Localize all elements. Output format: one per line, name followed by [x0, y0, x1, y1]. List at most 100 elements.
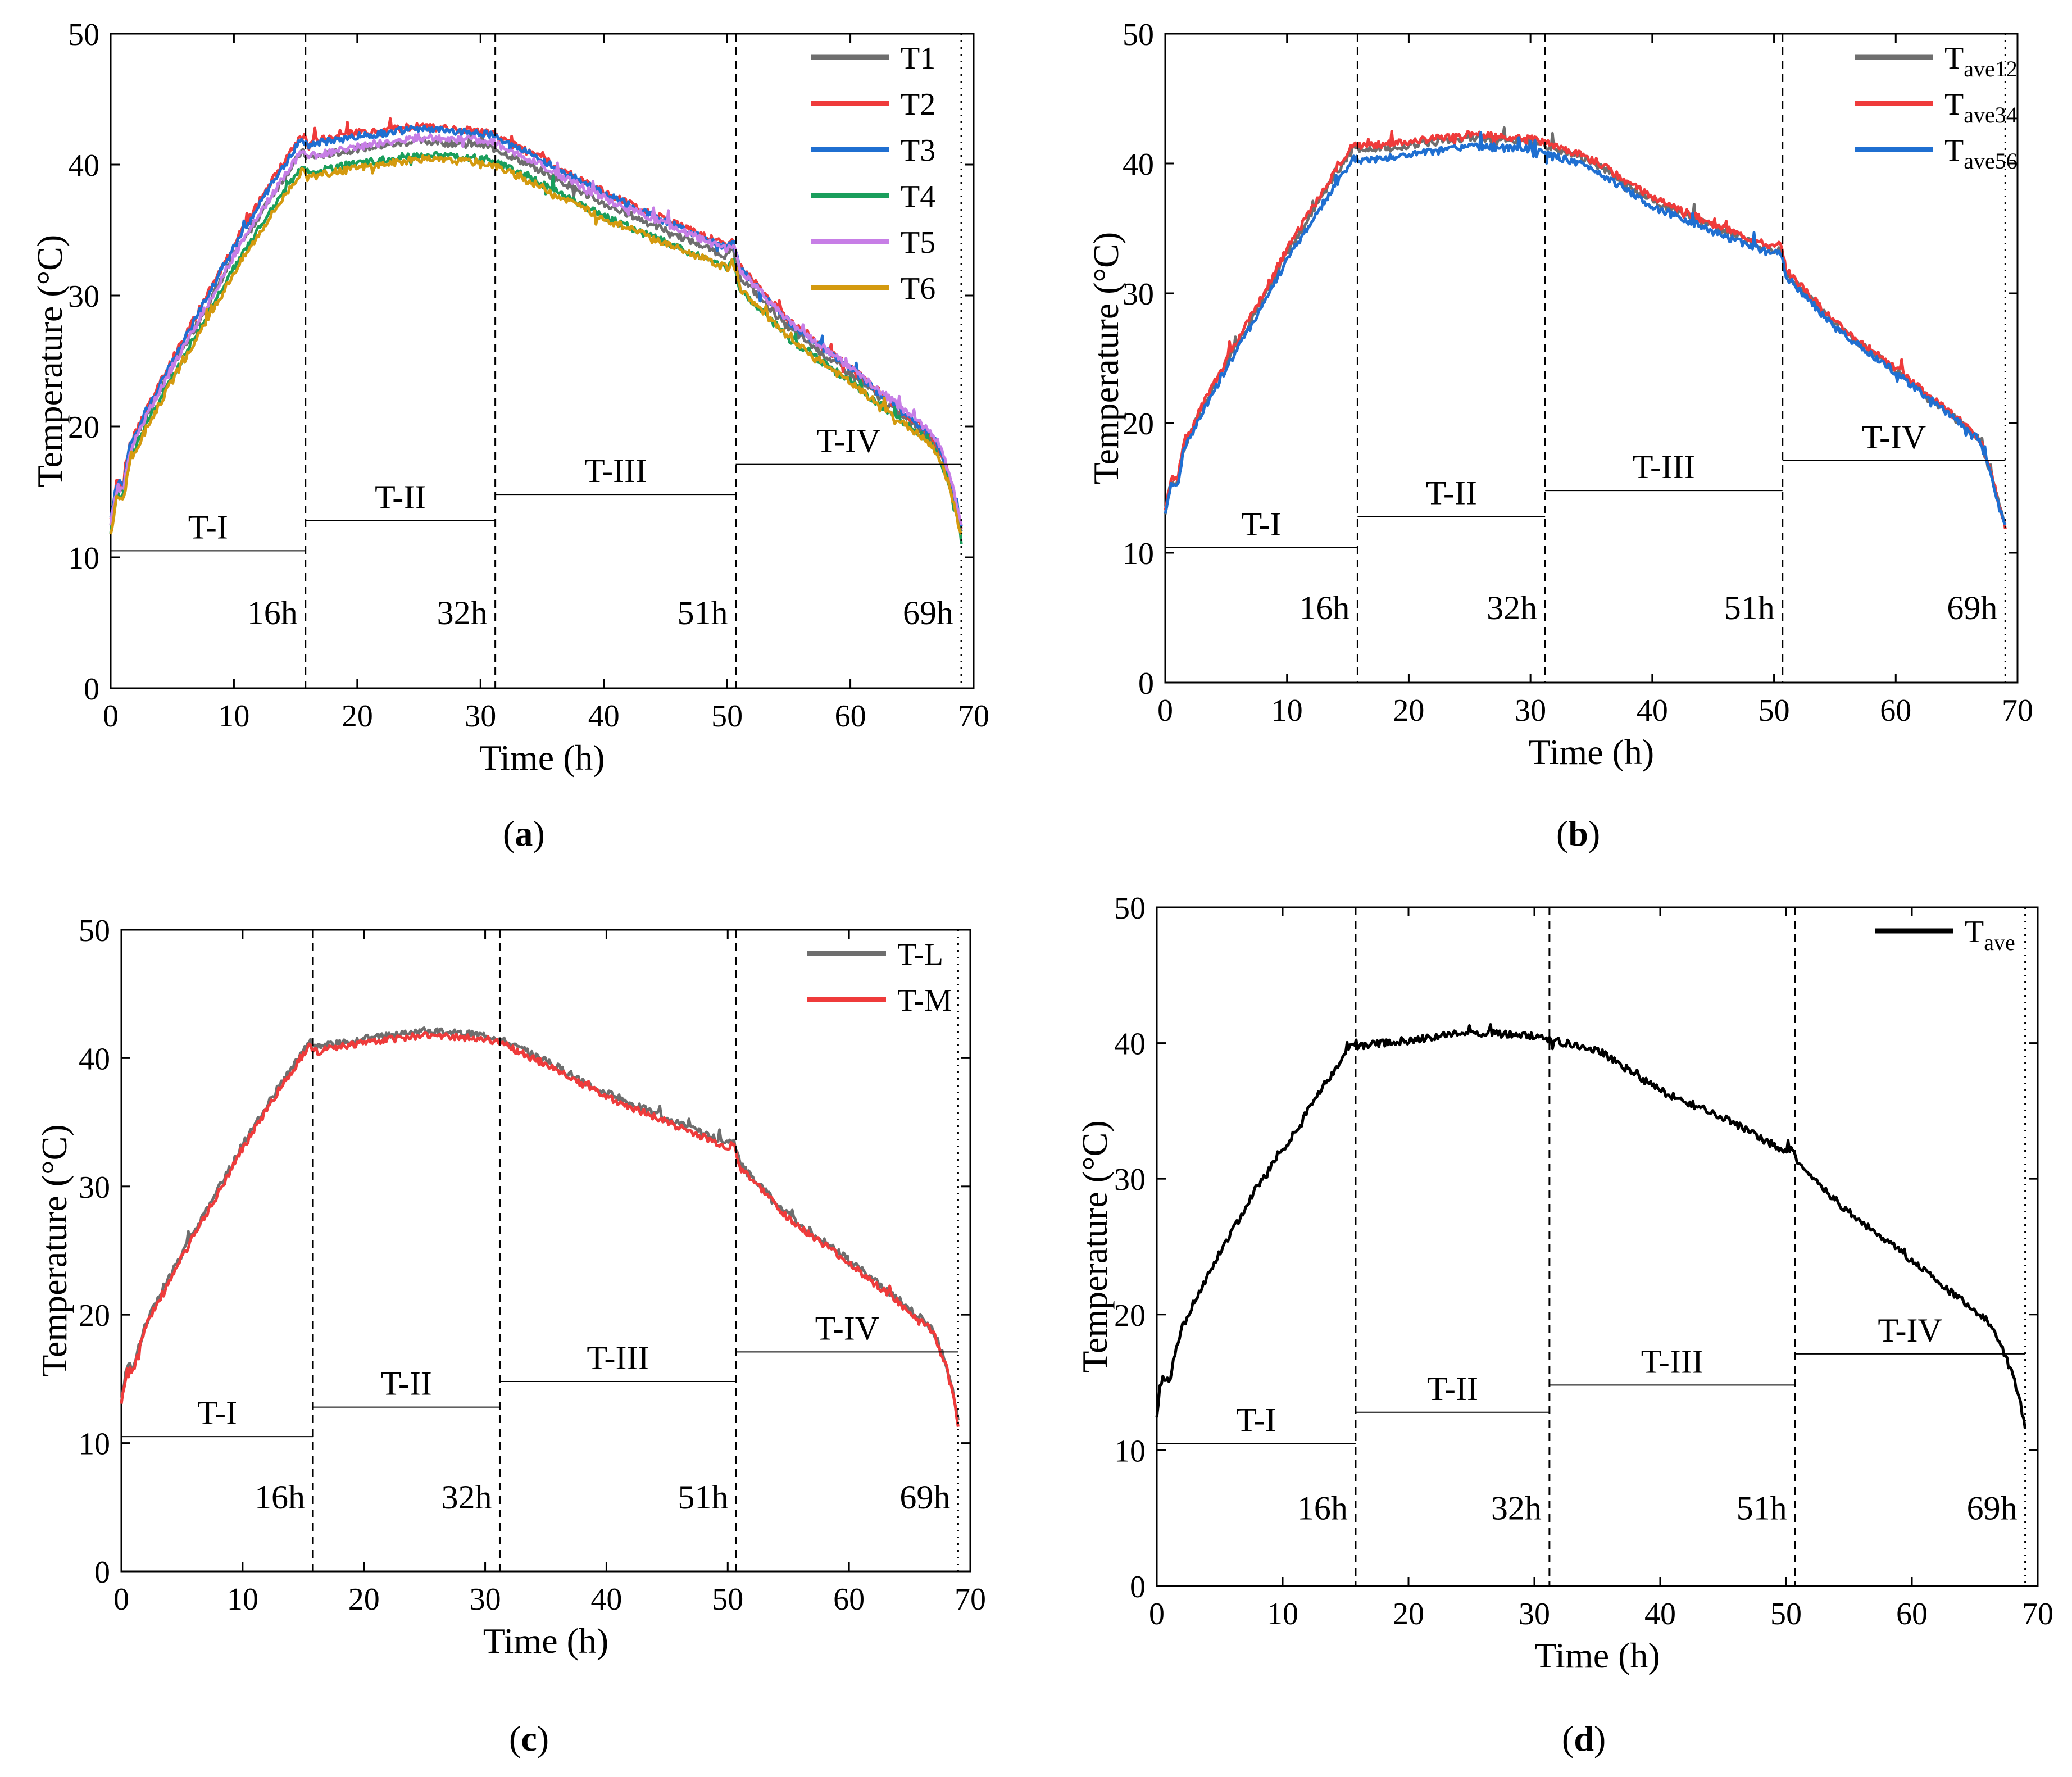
phase-label: T-I: [1236, 1401, 1276, 1438]
phase-label: T-II: [375, 479, 426, 516]
legend-label: T-L: [897, 937, 943, 972]
x-tick-label: 70: [2022, 1597, 2053, 1631]
x-tick-label: 60: [1880, 693, 1911, 728]
y-tick-label: 40: [68, 148, 99, 183]
x-tick-label: 70: [2002, 693, 2033, 728]
series-line-t1: [109, 130, 963, 532]
panel-caption: (b): [1556, 813, 1600, 853]
x-tick-label: 40: [1644, 1597, 1676, 1631]
x-tick-label: 40: [588, 699, 620, 734]
hour-marker-label: 32h: [1491, 1490, 1542, 1527]
series-line-t-l: [120, 1026, 960, 1421]
x-tick-label: 20: [1393, 1597, 1424, 1631]
y-tick-label: 50: [1114, 891, 1146, 926]
phase-label: T-II: [1427, 1370, 1478, 1407]
y-tick-label: 50: [79, 914, 110, 948]
y-tick-label: 40: [79, 1042, 110, 1076]
x-tick-label: 50: [1770, 1597, 1802, 1631]
hour-marker-label: 51h: [1724, 589, 1775, 626]
x-axis-title: Time (h): [1529, 732, 1654, 772]
x-tick-label: 70: [955, 1582, 986, 1617]
hour-marker-label: 51h: [678, 594, 728, 631]
plot-frame: [120, 929, 971, 1573]
hour-marker-label: 32h: [1487, 589, 1537, 626]
panel-caption-letter: d: [1574, 1719, 1594, 1758]
legend-label-subscript: ave56: [1964, 148, 2018, 174]
y-tick-label: 10: [1114, 1434, 1146, 1469]
panel-caption-letter: b: [1568, 813, 1588, 853]
hour-marker-label: 51h: [1737, 1490, 1787, 1527]
y-tick-label: 30: [79, 1170, 110, 1205]
phase-label: T-IV: [816, 422, 880, 460]
legend-label: T4: [901, 179, 935, 214]
series-line-tave56: [1164, 131, 2007, 526]
panel-caption: (d): [1562, 1719, 1606, 1758]
x-axis-title: Time (h): [479, 738, 605, 778]
x-tick-label: 10: [1267, 1597, 1298, 1631]
legend-label: T1: [901, 41, 935, 76]
legend-label-subscript: ave12: [1964, 56, 2018, 81]
phase-label: T-III: [1641, 1343, 1703, 1380]
hour-marker-label: 16h: [1297, 1490, 1348, 1527]
phase-label: T-IV: [1862, 419, 1926, 456]
series-line-tave34: [1164, 130, 2007, 529]
y-tick-label: 0: [84, 672, 99, 707]
x-tick-label: 10: [218, 699, 249, 734]
x-axis-title: Time (h): [483, 1621, 608, 1661]
legend-label-subscript: ave34: [1964, 102, 2018, 128]
panel-caption-close: ): [1588, 813, 1600, 853]
phase-label: T-III: [1633, 448, 1695, 485]
hour-marker-label: 69h: [1947, 589, 1997, 626]
y-axis-title: Temperature (°C): [34, 1124, 74, 1376]
x-tick-label: 30: [1515, 693, 1546, 728]
y-tick-label: 50: [68, 17, 99, 52]
x-tick-label: 50: [711, 699, 743, 734]
y-tick-label: 0: [1130, 1570, 1146, 1605]
y-tick-label: 10: [68, 541, 99, 576]
plot-frame: [1156, 906, 2039, 1587]
plot-frame: [110, 33, 975, 689]
legend-label: Tave56: [1944, 133, 2018, 174]
series-line-t4: [109, 151, 963, 544]
y-tick-label: 30: [68, 279, 99, 314]
phase-label: T-IV: [1878, 1312, 1942, 1349]
panel-d: 0 10 20 30 40 50 60 70 0 10 20 30 40 50 Time (h) Temper…: [1075, 891, 2053, 1758]
x-tick-label: 40: [1637, 693, 1668, 728]
x-tick-label: 0: [113, 1582, 129, 1617]
legend-label: Tave34: [1944, 87, 2018, 128]
panel-caption-close: ): [1594, 1719, 1606, 1758]
y-axis-title: Temperature (°C): [30, 235, 70, 487]
legend-label: T5: [901, 225, 935, 260]
y-tick-label: 40: [1114, 1027, 1146, 1062]
plot-frame: [1164, 33, 2019, 684]
panel-caption-close: ): [537, 1719, 549, 1758]
y-tick-label: 50: [1123, 17, 1154, 52]
y-tick-label: 10: [79, 1427, 110, 1462]
hour-marker-label: 16h: [1299, 589, 1349, 626]
phase-label: T-I: [197, 1394, 237, 1431]
phase-label: T-III: [584, 452, 647, 489]
y-tick-label: 10: [1123, 537, 1154, 571]
legend-label: Tave12: [1944, 41, 2018, 81]
panel-caption-letter: a: [515, 813, 533, 853]
x-tick-label: 40: [590, 1582, 622, 1617]
panel-b: 0 10 20 30 40 50 60 70 0 10 20 30 40 50 Time (h) Temper…: [1086, 17, 2033, 853]
y-tick-label: 30: [1123, 277, 1154, 312]
y-tick-label: 20: [68, 410, 99, 445]
x-tick-label: 50: [712, 1582, 743, 1617]
panel-a: 0 10 20 30 40 50 60 70 0 10 20 30 40 50 Time (h) Temper…: [30, 17, 989, 853]
x-tick-label: 0: [103, 699, 119, 734]
legend-label: T2: [901, 87, 935, 122]
hour-marker-label: 69h: [899, 1479, 950, 1516]
phase-label: T-II: [1426, 474, 1477, 511]
legend-label: T6: [901, 271, 935, 306]
legend-label: T3: [901, 133, 935, 168]
x-tick-label: 30: [470, 1582, 501, 1617]
hour-marker-label: 32h: [441, 1479, 492, 1516]
x-tick-label: 50: [1759, 693, 1790, 728]
x-tick-label: 20: [342, 699, 373, 734]
y-tick-label: 20: [1114, 1298, 1146, 1333]
x-tick-label: 20: [348, 1582, 380, 1617]
phase-label: T-II: [381, 1365, 432, 1402]
hour-marker-label: 69h: [903, 594, 953, 631]
